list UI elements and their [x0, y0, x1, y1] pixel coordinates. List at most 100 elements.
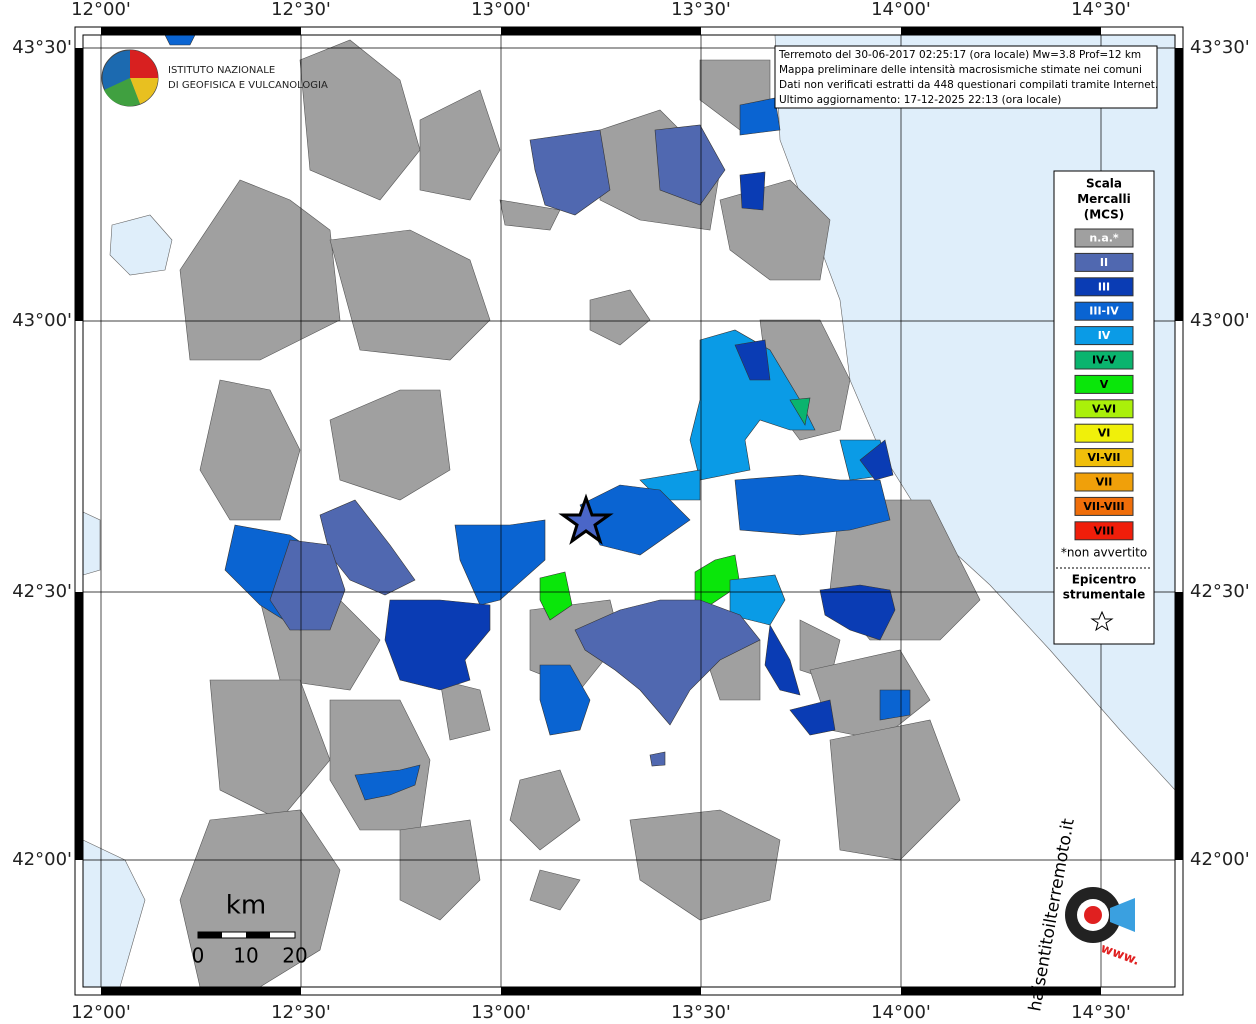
frame-segment [501, 27, 701, 35]
area [629, 809, 781, 921]
x-label: 14°00' [871, 1002, 931, 1023]
scale-tick: 0 [192, 944, 205, 968]
x-label: 13°00' [471, 1002, 531, 1023]
x-label: 14°00' [871, 0, 931, 20]
legend-swatch [1074, 423, 1134, 443]
scale-segment [198, 932, 222, 938]
area [579, 484, 691, 556]
area [499, 199, 561, 231]
legend-swatch [1074, 326, 1134, 346]
info-line: Ultimo aggiornamento: 17-12-2025 22:13 (… [779, 94, 1061, 106]
frame-segment [75, 592, 83, 860]
logo-segment [130, 50, 158, 78]
legend-swatch [1074, 399, 1134, 419]
area [439, 679, 491, 741]
area [734, 339, 771, 381]
x-label: 12°00' [71, 1002, 131, 1023]
area [859, 439, 894, 481]
logo: ISTITUTO NAZIONALE DI GEOFISICA E VULCAN… [101, 49, 328, 107]
info-line: Terremoto del 30-06-2017 02:25:17 (ora l… [778, 49, 1141, 61]
legend-swatch [1074, 350, 1134, 370]
frame-segment [901, 987, 1101, 995]
legend-swatch [1074, 228, 1134, 248]
legend-swatch [1074, 252, 1134, 272]
area [734, 474, 891, 536]
logo-text: ISTITUTO NAZIONALE [168, 65, 275, 76]
legend-label: VIII [1094, 524, 1115, 537]
legend-swatch [1074, 374, 1134, 394]
legend-title: Scala [1086, 177, 1122, 191]
area [739, 97, 781, 136]
legend-epicenter: Epicentro [1072, 573, 1137, 587]
y-label: 42°30' [1190, 581, 1250, 602]
frame-segment [101, 987, 301, 995]
area [529, 129, 611, 216]
scale-tick: 20 [282, 944, 307, 968]
area [179, 179, 341, 361]
frame-segment [1175, 48, 1183, 321]
area [419, 89, 501, 201]
area [764, 624, 801, 696]
area [354, 764, 421, 801]
area [789, 397, 811, 426]
legend-label: VI [1098, 427, 1111, 440]
y-label: 43°30' [12, 37, 72, 58]
legend-label: V-VI [1092, 402, 1116, 415]
area [179, 809, 341, 988]
area [649, 751, 666, 767]
frame [74, 26, 1184, 996]
area [689, 329, 816, 481]
x-label: 12°00' [71, 0, 131, 20]
legend-note: *non avvertito [1061, 546, 1147, 560]
legend-swatch [1074, 521, 1134, 541]
scale-bar: km 0 10 20 [192, 891, 308, 968]
legend-label: VI-VII [1087, 451, 1120, 464]
frame-segment [1175, 592, 1183, 860]
area [879, 689, 911, 721]
area [329, 389, 451, 501]
area [199, 379, 301, 521]
area [539, 664, 591, 736]
x-label: 12°30' [271, 1002, 331, 1023]
logo-segment [130, 78, 158, 104]
area [329, 229, 491, 361]
area [829, 719, 961, 861]
scale-tick: 10 [233, 944, 258, 968]
legend: ScalaMercalli(MCS)n.a.*IIIIIIII-IVIVIV-V… [1056, 177, 1152, 632]
legend-label: IV [1098, 329, 1111, 342]
area [729, 574, 786, 626]
x-label: 12°30' [271, 0, 331, 20]
frame-segment [75, 48, 83, 321]
area [539, 571, 573, 621]
y-label: 43°00' [12, 310, 72, 331]
legend-epicenter: strumentale [1063, 588, 1146, 602]
area [529, 869, 581, 911]
scale-unit: km [226, 891, 266, 921]
legend-title: Mercalli [1077, 192, 1131, 206]
legend-label: VII [1096, 476, 1113, 489]
area [454, 519, 546, 606]
legend-label: n.a.* [1089, 232, 1119, 245]
frame-segment [901, 27, 1101, 35]
y-label: 43°30' [1190, 37, 1250, 58]
x-label: 13°00' [471, 0, 531, 20]
y-label: 43°00' [1190, 310, 1250, 331]
y-label: 42°00' [12, 849, 72, 870]
legend-star [1090, 610, 1114, 632]
legend-swatch [1074, 496, 1134, 516]
area [269, 539, 346, 631]
area [164, 34, 196, 46]
x-label: 13°30' [671, 1002, 731, 1023]
legend-label: III-IV [1089, 305, 1119, 318]
frame-segment [501, 987, 701, 995]
info-text: Terremoto del 30-06-2017 02:25:17 (ora l… [778, 49, 1158, 106]
municipalities-felt [164, 34, 911, 801]
municipalities-na [179, 39, 981, 988]
area [399, 819, 481, 921]
legend-label: III [1098, 280, 1110, 293]
legend-swatch [1074, 472, 1134, 492]
grid: 12°00' 12°00' 12°30' 12°30' 13°00' 13°00' 13°3… [12, 0, 1250, 1023]
legend-swatch [1074, 277, 1134, 297]
logo-text: DI GEOFISICA E VULCANOLOGIA [168, 80, 328, 91]
